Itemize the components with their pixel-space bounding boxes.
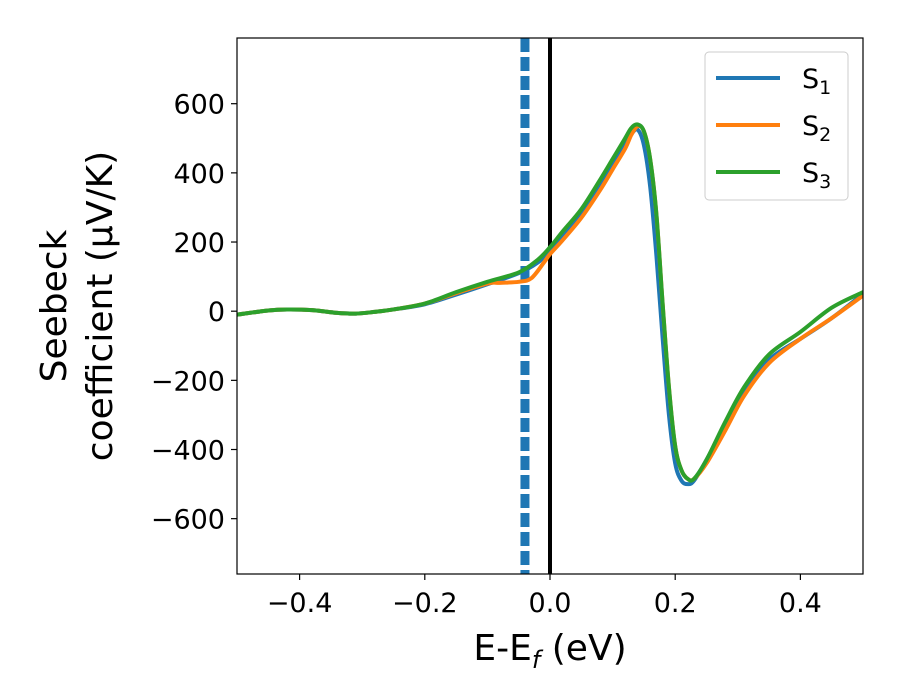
x-tick-label: 0.0 [529,588,572,619]
x-tick-label: −0.2 [392,588,458,619]
x-axis-label: E-Ef (eV) [473,628,626,674]
y-tick-label: 200 [173,228,225,259]
legend-label-s1: S1 [802,64,831,99]
y-axis-label-line1: Seebeck [34,229,75,382]
y-tick-label: −600 [151,505,225,536]
x-axis-label-main: E-E [473,628,531,669]
y-tick-label: 0 [208,297,225,328]
vertical-lines [520,38,552,574]
y-tick-label: −400 [151,436,225,467]
series-line-s3 [237,122,863,483]
x-tick-label: 0.4 [779,588,822,619]
x-axis-ticks: −0.4 −0.2 0.0 0.2 0.4 [267,574,822,619]
y-tick-label: 600 [173,90,225,121]
series-lines [237,122,863,487]
y-axis-label: Seebeck coefficient (μV/K) [34,151,121,461]
x-tick-label: −0.4 [267,588,333,619]
legend-label-s3: S3 [802,158,831,193]
y-tick-label: 400 [173,159,225,190]
x-tick-label: 0.2 [654,588,697,619]
legend: S1 S2 S3 [704,51,849,201]
y-tick-label: −200 [151,366,225,397]
x-axis-label-unit: (eV) [540,628,626,669]
y-axis-ticks: −600 −400 −200 0 200 400 600 [151,90,237,536]
y-axis-label-line2: coefficient (μV/K) [80,151,121,461]
legend-label-s2: S2 [802,111,831,146]
